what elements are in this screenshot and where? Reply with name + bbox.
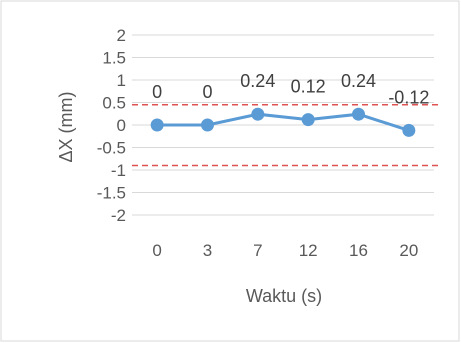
y-tick-label: -1 [111, 161, 126, 180]
x-tick-label: 3 [203, 241, 212, 260]
data-label: 0 [152, 82, 162, 102]
x-tick-label: 0 [152, 241, 161, 260]
series-layer [150, 107, 416, 137]
x-tick-label: 16 [349, 241, 368, 260]
data-label: -0.12 [388, 87, 429, 107]
series-line [157, 112, 410, 132]
data-point [402, 123, 416, 137]
data-point [352, 107, 365, 121]
data-point [251, 107, 265, 121]
x-tick-labels: 0 3 7 12 16 20 [152, 241, 418, 260]
y-tick-label: 1.5 [102, 49, 126, 68]
data-labels: 0 0 0.24 0.12 0.24 -0.12 [152, 71, 429, 107]
x-tick-label: 12 [299, 241, 318, 260]
x-tick-label: 20 [399, 241, 418, 260]
x-axis-title: Waktu (s) [246, 286, 322, 306]
data-label: 0 [202, 82, 212, 102]
y-tick-label: 0 [117, 116, 126, 135]
data-point [201, 118, 214, 132]
y-tick-label: 2 [117, 26, 126, 45]
data-point [150, 118, 164, 132]
x-tick-label: 7 [253, 241, 262, 260]
y-axis-title: ΔX (mm) [56, 91, 76, 162]
data-label: 0.24 [240, 71, 275, 91]
data-point [301, 113, 315, 127]
y-tick-label: 1 [117, 71, 126, 90]
data-label: 0.12 [291, 77, 326, 97]
reference-lines [132, 104, 438, 167]
data-label: 0.24 [341, 71, 376, 91]
y-tick-label: -0.5 [97, 139, 126, 158]
y-tick-label: -1.5 [97, 184, 126, 203]
y-tick-label: -2 [111, 206, 126, 225]
y-tick-label: 0.5 [102, 94, 126, 113]
y-tick-labels: 2 1.5 1 0.5 0 -0.5 -1 -1.5 -2 [97, 26, 126, 225]
